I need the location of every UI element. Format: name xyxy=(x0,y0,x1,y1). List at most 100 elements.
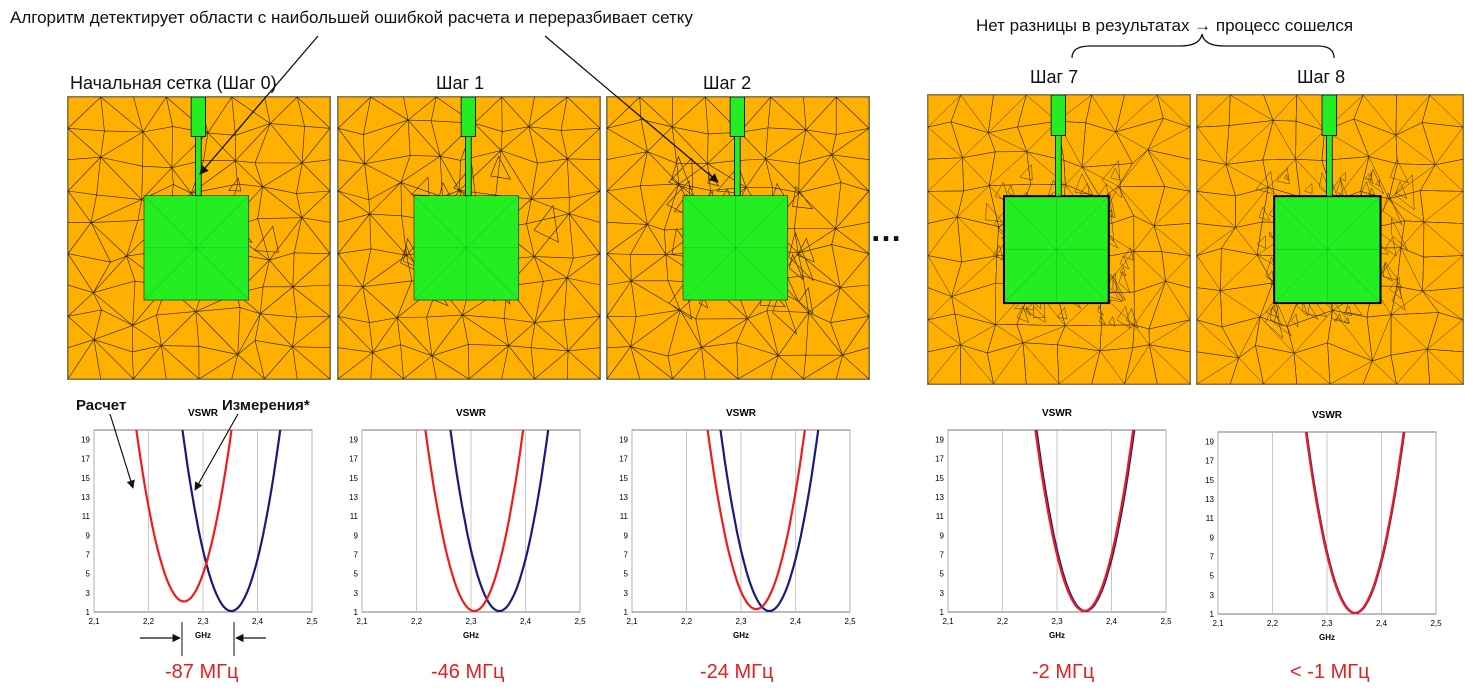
y-tick-label: 15 xyxy=(1205,476,1214,485)
y-tick-label: 5 xyxy=(624,570,629,579)
x-tick-label: 2,2 xyxy=(143,617,155,626)
x-axis-label: GHz xyxy=(463,631,479,640)
y-tick-label: 13 xyxy=(81,493,90,502)
series-line-measurement xyxy=(449,430,550,612)
legend-measurement-label: Измерения* xyxy=(222,397,310,414)
y-tick-label: 9 xyxy=(624,531,629,540)
ellipsis: … xyxy=(870,212,904,248)
step-title-1: Шаг 1 xyxy=(436,73,485,93)
y-tick-label: 15 xyxy=(81,474,90,483)
series-line-simulation xyxy=(1304,432,1405,614)
vswr-chart-step-7: VSWR 2,1 2,2 2,3 2,4 2,5 1 3 5 7 9 11 13 15 17 19 GHz xyxy=(914,398,1176,653)
y-tick-label: 17 xyxy=(349,455,358,464)
chart-title: VSWR xyxy=(456,408,487,419)
y-tick-label: 3 xyxy=(86,589,91,598)
y-tick-label: 17 xyxy=(935,455,944,464)
chart-title: VSWR xyxy=(1042,408,1073,419)
y-tick-label: 13 xyxy=(619,493,628,502)
y-tick-label: 13 xyxy=(935,493,944,502)
mesh-panel-step-1 xyxy=(337,96,601,380)
shift-label-step-1: -46 МГц xyxy=(431,661,505,683)
shift-label-step-7: -2 МГц xyxy=(1032,661,1095,683)
x-tick-label: 2,4 xyxy=(252,617,264,626)
vswr-chart-step-1: VSWR 2,1 2,2 2,3 2,4 2,5 1 3 5 7 9 11 13 15 17 19 GHz xyxy=(328,398,590,653)
y-tick-label: 13 xyxy=(349,493,358,502)
mesh-panel-step-7 xyxy=(927,94,1191,385)
convergence-brace xyxy=(1071,33,1335,59)
step-title-0: Начальная сетка (Шаг 0) xyxy=(70,73,277,93)
x-tick-label: 2,1 xyxy=(356,617,368,626)
y-tick-label: 3 xyxy=(1210,591,1215,600)
mesh-drawing xyxy=(607,97,869,379)
mesh-drawing xyxy=(928,95,1190,384)
x-axis-label: GHz xyxy=(1319,633,1335,642)
series-line-simulation xyxy=(424,430,525,612)
shift-label-step-8: < -1 МГц xyxy=(1290,661,1370,683)
series-line-measurement xyxy=(719,430,820,612)
y-tick-label: 11 xyxy=(350,512,359,521)
x-tick-label: 2,2 xyxy=(1267,619,1279,628)
x-axis-label: GHz xyxy=(195,631,211,640)
x-tick-label: 2,1 xyxy=(1212,619,1224,628)
y-tick-label: 7 xyxy=(940,551,945,560)
y-tick-label: 7 xyxy=(624,551,629,560)
y-tick-label: 19 xyxy=(349,436,358,445)
y-tick-label: 1 xyxy=(1210,610,1215,619)
x-tick-label: 2,3 xyxy=(1051,617,1063,626)
x-tick-label: 2,4 xyxy=(790,617,802,626)
y-tick-label: 1 xyxy=(354,608,359,617)
y-tick-label: 7 xyxy=(1210,553,1215,562)
y-tick-label: 13 xyxy=(1205,495,1214,504)
x-tick-label: 2,2 xyxy=(411,617,423,626)
x-tick-label: 2,2 xyxy=(681,617,693,626)
x-tick-label: 2,5 xyxy=(844,617,856,626)
step-title-7: Шаг 7 xyxy=(1030,67,1079,87)
step-title-8: Шаг 8 xyxy=(1297,67,1346,87)
x-tick-label: 2,1 xyxy=(942,617,954,626)
x-tick-label: 2,4 xyxy=(1376,619,1388,628)
y-tick-label: 17 xyxy=(81,455,90,464)
vswr-chart-step-8: VSWR 2,1 2,2 2,3 2,4 2,5 1 3 5 7 9 11 13 15 17 19 GHz xyxy=(1184,400,1446,655)
y-tick-label: 7 xyxy=(86,551,91,560)
x-tick-label: 2,4 xyxy=(520,617,532,626)
x-tick-label: 2,2 xyxy=(997,617,1009,626)
y-tick-label: 3 xyxy=(354,589,359,598)
y-tick-label: 3 xyxy=(940,589,945,598)
y-tick-label: 5 xyxy=(940,570,945,579)
shift-label-step-0: -87 МГц xyxy=(165,661,239,683)
y-tick-label: 9 xyxy=(86,531,91,540)
x-tick-label: 2,4 xyxy=(1106,617,1118,626)
y-tick-label: 17 xyxy=(619,455,628,464)
x-axis-label: GHz xyxy=(733,631,749,640)
mesh-drawing xyxy=(1197,95,1463,384)
mesh-panel-step-2 xyxy=(606,96,870,380)
x-tick-label: 2,3 xyxy=(465,617,477,626)
vswr-chart-step-2: VSWR 2,1 2,2 2,3 2,4 2,5 1 3 5 7 9 11 13 15 17 19 GHz xyxy=(598,398,860,653)
mesh-drawing xyxy=(68,97,330,379)
y-tick-label: 11 xyxy=(620,512,629,521)
y-tick-label: 9 xyxy=(1210,533,1215,542)
chart-title: VSWR xyxy=(1312,410,1343,421)
x-tick-label: 2,5 xyxy=(1160,617,1172,626)
legend-simulation-label: Расчет xyxy=(76,397,127,414)
x-tick-label: 2,3 xyxy=(1321,619,1333,628)
headline-convergence: Нет разницы в результатах → процесс соше… xyxy=(976,16,1354,35)
y-tick-label: 7 xyxy=(354,551,359,560)
x-tick-label: 2,5 xyxy=(1430,619,1442,628)
series-line-measurement xyxy=(181,430,282,612)
series-line-simulation xyxy=(135,430,233,603)
headline-refinement: Алгоритм детектирует области с наибольше… xyxy=(10,8,693,27)
y-tick-label: 1 xyxy=(624,608,629,617)
y-tick-label: 9 xyxy=(354,531,359,540)
y-tick-label: 1 xyxy=(86,608,91,617)
y-tick-label: 5 xyxy=(354,570,359,579)
series-line-simulation xyxy=(706,430,806,611)
mesh-panel-step-0 xyxy=(67,96,331,380)
y-tick-label: 9 xyxy=(940,531,945,540)
x-axis-label: GHz xyxy=(1049,631,1065,640)
x-tick-label: 2,5 xyxy=(306,617,318,626)
x-tick-label: 2,1 xyxy=(88,617,100,626)
x-tick-label: 2,1 xyxy=(626,617,638,626)
mesh-drawing xyxy=(338,97,600,379)
y-tick-label: 15 xyxy=(349,474,358,483)
